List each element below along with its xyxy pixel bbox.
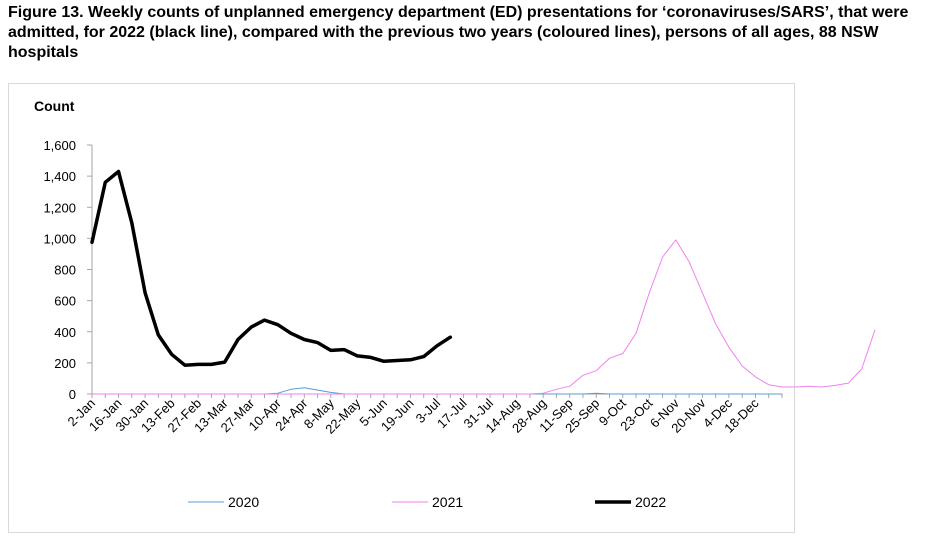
figure-title: Figure 13. Weekly counts of unplanned em… [8,4,909,61]
y-tick-label: 1,000 [43,231,76,246]
series-line-2020 [91,387,783,395]
y-tick-label: 200 [54,356,76,371]
y-tick-label: 800 [54,263,76,278]
x-axis-ticks: 2-Jan16-Jan30-Jan13-Feb27-Feb13-Mar27-Ma… [65,394,783,437]
y-axis-ticks: 0 200 400 600 800 1,000 1,200 1,400 1,600 [43,138,92,402]
legend-label-2020: 2020 [228,494,259,510]
series-lines [90,169,876,395]
series-line-2022 [90,169,453,367]
y-tick-label: 1,600 [43,138,76,153]
legend-label-2021: 2021 [432,494,463,510]
legend: 2020 2021 2022 [188,494,666,510]
y-tick-label: 1,200 [43,200,76,215]
y-tick-label: 600 [54,294,76,309]
y-axis-label: Count [34,98,75,114]
y-tick-label: 1,400 [43,169,76,184]
legend-label-2022: 2022 [635,494,666,510]
y-tick-label: 400 [54,325,76,340]
x-tick-label: 17-Jul [434,395,470,431]
y-tick-label: 0 [69,387,76,402]
axes [91,145,782,395]
chart-frame [8,83,795,533]
series-line-2021 [91,239,876,395]
